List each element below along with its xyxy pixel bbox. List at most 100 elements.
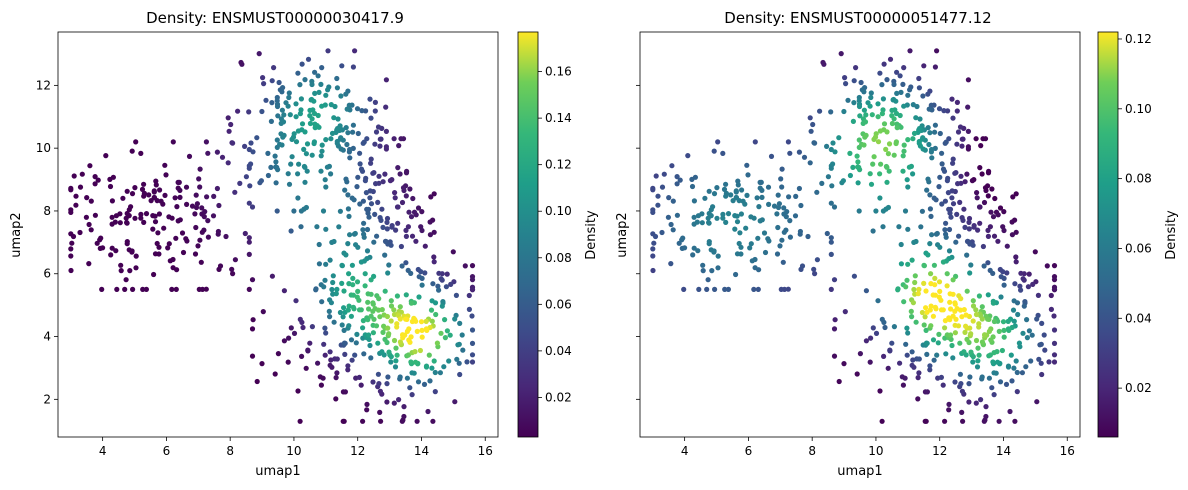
data-point [109,198,115,204]
data-point [910,171,916,177]
data-point [259,361,265,367]
data-point [738,211,745,217]
data-point [1001,327,1007,333]
data-point [469,287,476,293]
data-point [434,340,440,346]
data-point [979,374,985,380]
data-point [357,150,363,156]
data-point [437,370,443,376]
data-point [781,211,787,217]
data-point [457,371,463,378]
data-point [358,259,364,265]
data-point [751,286,757,292]
data-point [725,211,732,217]
data-point [403,316,409,322]
data-point [950,156,956,162]
data-point [950,355,956,361]
data-point [985,316,991,322]
data-point [348,313,354,319]
data-point [889,120,896,127]
data-point [950,291,956,297]
data-point [466,292,472,299]
data-point [118,262,124,268]
data-point [975,358,981,364]
data-point [419,282,425,288]
data-point [386,349,392,355]
data-point [976,352,982,358]
data-point [748,241,754,247]
colorbar [1097,31,1119,438]
data-point [950,115,956,121]
data-point [392,190,398,196]
data-point [141,190,147,196]
data-point [1038,360,1044,366]
data-point [368,160,374,166]
data-point [327,362,333,368]
data-point [655,193,661,199]
data-point [331,319,337,325]
data-point [417,347,423,354]
data-point [186,153,193,159]
data-point [232,257,238,263]
colorbar-tick-label: 0.08 [1125,172,1152,186]
data-point [328,300,334,306]
data-point [715,265,721,271]
data-point [360,227,366,233]
data-point [152,219,159,225]
data-point [868,90,874,96]
data-point [375,371,381,377]
data-point [720,211,726,217]
data-point [1013,229,1019,235]
data-point [201,227,207,233]
data-point [661,171,667,177]
data-point [448,281,454,287]
data-point [330,273,336,279]
data-point [249,277,256,283]
data-point [323,261,329,267]
colorbar-label: Density [1164,210,1179,260]
data-point [405,352,411,358]
data-point [978,143,984,149]
data-point [778,286,784,292]
data-point [419,327,425,333]
data-point [396,397,402,403]
data-point [990,214,997,220]
data-point [811,266,817,272]
data-point [345,192,351,198]
data-point [924,389,931,395]
data-point [122,286,128,292]
data-point [298,96,304,102]
data-point [377,388,383,394]
data-point [871,154,877,160]
data-point [258,178,264,184]
data-point [275,113,281,119]
data-point [304,141,311,147]
data-point [877,70,883,76]
data-point [384,219,390,225]
data-point [905,137,911,143]
data-point [1013,358,1019,364]
data-point [916,356,922,362]
data-point [799,263,806,269]
data-point [318,168,324,174]
data-point [395,165,401,171]
data-point [345,307,351,313]
data-point [810,121,816,128]
y-tick-label: 2 [43,392,51,406]
data-point [393,358,399,364]
data-point [279,89,285,95]
points-layer [68,48,476,424]
data-point [344,141,350,148]
data-point [320,375,326,381]
data-point [970,318,976,324]
y-tick-label: 8 [43,204,51,218]
data-point [847,150,853,156]
data-point [291,131,297,137]
data-point [863,112,869,118]
data-point [706,188,712,194]
y-tick-label: 4 [43,330,51,344]
data-point [878,161,884,167]
data-point [140,286,146,292]
data-point [192,211,198,217]
